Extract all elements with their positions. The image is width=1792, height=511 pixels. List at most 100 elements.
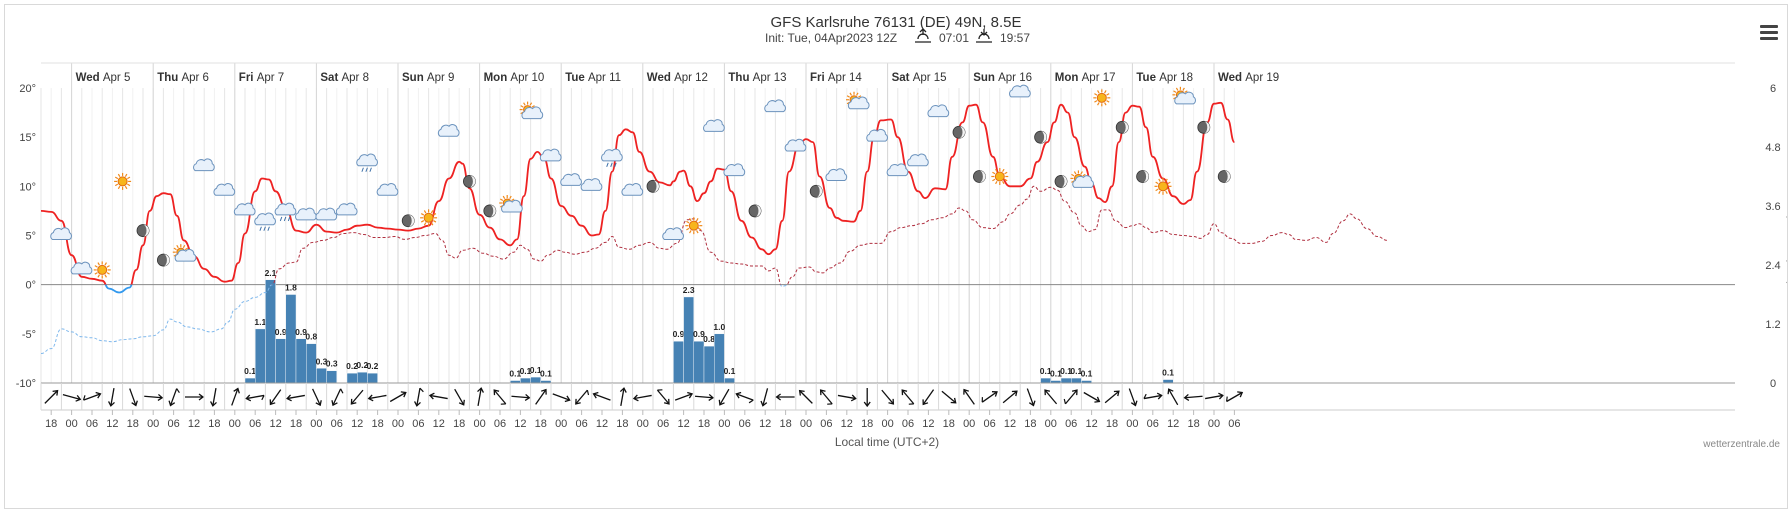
hour-grid — [40, 88, 1235, 383]
cloud-rain-icon — [274, 202, 297, 222]
wind-arrow — [1026, 388, 1036, 407]
cloud-icon — [580, 178, 603, 191]
y-tick-label: 20° — [19, 83, 36, 95]
hamburger-menu-icon[interactable] — [1760, 25, 1778, 41]
moon-icon — [401, 214, 415, 228]
cloud-icon — [621, 183, 644, 196]
moon-icon — [156, 253, 170, 267]
y-tick-label: -5° — [22, 329, 36, 341]
day-label: Wed Apr 5 — [76, 72, 131, 84]
hour-label: 00 — [963, 418, 975, 430]
day-weekday: Tue — [1136, 72, 1159, 84]
chart-title: GFS Karlsruhe 76131 (DE) 49N, 8.5E — [771, 14, 1022, 31]
hour-label: 18 — [371, 418, 383, 430]
hour-label: 18 — [616, 418, 628, 430]
chart-subtitle: Init: Tue, 04Apr2023 12Z 07:01 19:57 — [765, 28, 1030, 45]
wind-arrow — [428, 392, 448, 400]
precip-label: 0.3 — [326, 359, 338, 369]
hour-label: 12 — [1167, 418, 1179, 430]
hour-label: 12 — [1004, 418, 1016, 430]
precip-label: 0.1 — [1050, 369, 1062, 379]
moon-icon — [1034, 130, 1047, 144]
day-label: Tue Apr 11 — [565, 72, 621, 84]
precip-label: 0.1 — [1040, 366, 1052, 376]
hour-label: 00 — [718, 418, 730, 430]
wind-arrow — [312, 388, 322, 407]
hour-label: 06 — [1228, 418, 1240, 430]
cloud-icon — [539, 148, 562, 162]
precip-bar — [703, 345, 715, 384]
hour-label: 06 — [902, 418, 914, 430]
day-weekday: Mon — [484, 72, 511, 84]
day-weekday: Fri — [239, 72, 257, 84]
precip-label: 0.1 — [540, 369, 552, 379]
hour-label: 18 — [535, 418, 547, 430]
precip-bar — [346, 372, 358, 384]
weather-icons — [50, 84, 1231, 279]
precipitation-series: 0.11.12.10.91.80.90.80.30.3 0.20.20.20.10… — [244, 268, 1174, 384]
wind-arrow — [1167, 388, 1179, 406]
precip-bar — [367, 372, 378, 384]
day-date: Apr 15 — [913, 72, 947, 84]
y2-tick-label: 1.2 — [1765, 319, 1780, 331]
precip-label: 0.1 — [1060, 366, 1072, 376]
wind-arrow — [331, 388, 344, 407]
day-label: Sat Apr 8 — [320, 72, 369, 84]
wind-arrow — [922, 389, 935, 406]
wind-arrow — [1044, 389, 1058, 405]
y-tick-label: 10° — [19, 181, 36, 193]
wind-arrow — [881, 389, 895, 405]
sun-icon — [685, 217, 703, 235]
precip-label: 0.9 — [693, 329, 705, 339]
precip-label: 0.9 — [295, 327, 307, 337]
day-date: Apr 10 — [510, 72, 544, 84]
cloud-icon — [193, 158, 215, 172]
wind-arrow — [231, 387, 240, 406]
wind-arrow — [1002, 390, 1018, 404]
cloud-icon — [50, 227, 72, 240]
cloud-icon — [784, 138, 807, 152]
cloud-icon — [886, 163, 909, 177]
hour-label: 18 — [453, 418, 465, 430]
hour-label: 00 — [800, 418, 812, 430]
cloud-icon — [315, 207, 338, 221]
hour-label: 00 — [229, 418, 241, 430]
precip-label: 0.3 — [316, 356, 328, 366]
day-date: Apr 8 — [341, 72, 369, 84]
day-date: Apr 5 — [103, 72, 131, 84]
precip-bar — [326, 370, 338, 384]
day-label: Fri Apr 7 — [239, 72, 284, 84]
moon-icon — [1136, 170, 1149, 183]
hour-label: 06 — [331, 418, 343, 430]
wind-arrow — [493, 389, 507, 405]
day-label: Wed Apr 19 — [1218, 72, 1279, 84]
cloud-icon — [213, 183, 236, 196]
sun-icon — [1154, 177, 1172, 195]
hour-label: 06 — [983, 418, 995, 430]
precip-bar — [295, 338, 307, 384]
precip-label: 0.2 — [367, 361, 379, 371]
hour-label: 00 — [310, 418, 322, 430]
precip-bar — [316, 368, 327, 384]
moon-icon — [1115, 120, 1129, 134]
wind-arrow — [1183, 393, 1203, 401]
precip-label: 0.1 — [509, 369, 521, 379]
hour-label: 18 — [127, 418, 139, 430]
moon-icon — [1197, 120, 1211, 134]
precip-label: 0.2 — [356, 360, 368, 370]
hour-label: 12 — [759, 418, 771, 430]
cloud-icon — [723, 163, 746, 177]
hour-label: 06 — [494, 418, 506, 430]
wind-arrow — [535, 388, 547, 405]
hour-label: 12 — [269, 418, 281, 430]
hour-label: 18 — [290, 418, 302, 430]
moon-icon — [136, 224, 150, 237]
precip-label: 0.9 — [673, 329, 685, 339]
y2-tick-label: 2.4 — [1765, 260, 1780, 272]
day-weekday: Mon — [1055, 72, 1082, 84]
y2-tick-label: 0 — [1770, 378, 1776, 390]
day-date: Apr 9 — [427, 72, 455, 84]
y2-tick-label: 4.8 — [1765, 142, 1780, 154]
cloud-icon — [437, 124, 460, 137]
sunrise-time: 07:01 — [939, 31, 969, 45]
